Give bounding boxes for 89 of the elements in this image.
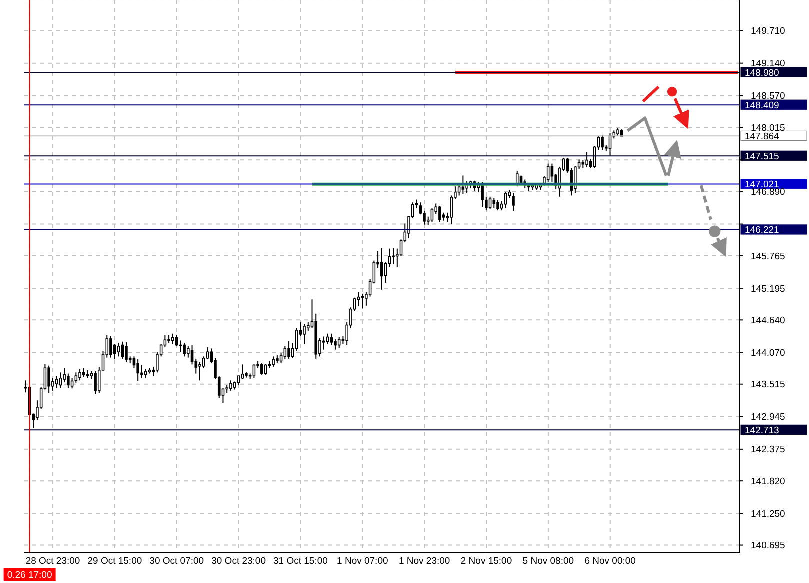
candlestick — [330, 333, 334, 346]
x-tick-label: 30 Oct 07:00 — [150, 556, 204, 567]
candlestick — [183, 342, 186, 358]
candlestick — [241, 364, 244, 380]
y-tick-label: 144.070 — [751, 348, 786, 359]
x-tick-label: 5 Nov 08:00 — [522, 556, 574, 567]
candlestick — [574, 166, 577, 194]
y-tick-label: 144.640 — [751, 315, 786, 326]
candlestick — [59, 372, 62, 389]
x-tick-label: 29 Oct 15:00 — [88, 556, 142, 567]
candlestick — [74, 372, 78, 384]
candlestick — [187, 346, 190, 358]
candlestick — [172, 333, 174, 345]
candlestick — [485, 196, 488, 212]
candlestick — [338, 336, 341, 349]
ref-line-label: 147.515 — [745, 151, 780, 162]
candlestick — [260, 363, 264, 376]
candlestick — [48, 365, 50, 394]
candlestick — [450, 195, 453, 225]
ref-line-label: 147.864 — [745, 131, 780, 142]
candlestick — [334, 339, 337, 350]
candlestick — [179, 340, 182, 353]
candlestick — [516, 170, 519, 188]
candlestick — [94, 371, 97, 395]
candlestick — [512, 192, 515, 212]
candlestick — [546, 163, 550, 183]
candlestick — [481, 182, 484, 208]
candlestick — [175, 334, 178, 347]
candlestick — [430, 208, 434, 222]
y-tick-label: 146.890 — [751, 187, 786, 198]
y-tick-label: 145.195 — [751, 284, 786, 295]
y-tick-label: 140.695 — [751, 540, 786, 552]
y-tick-label: 148.015 — [751, 122, 786, 134]
candlestick — [492, 198, 496, 209]
y-tick-label: 148.570 — [751, 91, 786, 102]
candlestick — [117, 342, 120, 358]
x-tick-label: 28 Oct 23:00 — [26, 556, 80, 567]
ref-line-label: 142.713 — [745, 425, 780, 436]
candlestick — [140, 364, 144, 379]
candlestick — [121, 341, 124, 360]
y-tick-label: 142.945 — [751, 412, 786, 424]
candlestick — [322, 336, 326, 350]
y-tick-label: 149.140 — [751, 58, 786, 70]
ref-line-label: 148.409 — [745, 100, 780, 112]
candlestick — [190, 344, 194, 366]
candlestick — [280, 352, 283, 364]
candlestick — [357, 292, 360, 307]
candlestick — [504, 192, 508, 209]
candlestick — [586, 152, 588, 168]
y-tick-label: 141.820 — [751, 476, 786, 488]
x-tick-label: 30 Oct 23:00 — [212, 556, 266, 567]
candlestick — [288, 340, 290, 360]
x-tick-label: 0.26 17:00 — [7, 570, 52, 581]
y-tick-label: 145.765 — [751, 251, 786, 262]
ref-line-label: 146.221 — [745, 225, 780, 236]
candlestick — [198, 362, 202, 382]
candlestick — [303, 324, 306, 345]
candlestick — [67, 373, 70, 389]
candlestick — [144, 368, 148, 379]
candlestick — [230, 380, 232, 392]
candlestick — [550, 163, 554, 183]
x-tick-label: 6 Nov 00:00 — [584, 556, 636, 567]
x-tick-label: 1 Nov 23:00 — [398, 556, 450, 567]
candlestick — [272, 356, 275, 368]
candlestick — [392, 248, 395, 265]
ref-line-label: 148.980 — [745, 68, 780, 79]
candlestick — [136, 359, 140, 382]
candlestick — [601, 134, 604, 151]
y-tick-label: 149.710 — [751, 26, 786, 38]
candlestick — [70, 378, 74, 390]
candlestick — [55, 376, 58, 389]
candlestick — [496, 200, 500, 212]
candlestick — [438, 206, 442, 222]
candlestick — [110, 336, 112, 358]
candlestick — [252, 364, 256, 379]
y-tick-label: 143.515 — [751, 380, 786, 391]
candlestick — [63, 368, 66, 383]
candlestick — [380, 248, 384, 290]
candlestick — [125, 342, 128, 363]
x-tick-label: 2 Nov 15:00 — [460, 556, 512, 567]
candlestick — [462, 175, 465, 195]
x-tick-label: 31 Oct 15:00 — [274, 556, 328, 567]
y-tick-label: 142.375 — [751, 444, 786, 456]
candlestick — [361, 293, 364, 310]
x-tick-label: 1 Nov 07:00 — [337, 556, 388, 567]
candlestick — [78, 368, 82, 382]
candlestick — [237, 376, 240, 386]
y-tick-label: 141.250 — [751, 508, 786, 520]
candlestick — [82, 368, 86, 378]
